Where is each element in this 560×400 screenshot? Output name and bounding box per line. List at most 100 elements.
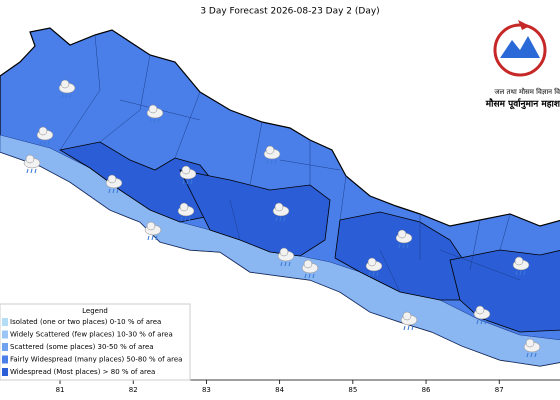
icon-cloud — [107, 174, 117, 184]
agency-division: मौसम पूर्वानुमान महाश — [485, 98, 560, 110]
icon-rain — [515, 270, 518, 276]
icon-rain — [149, 118, 152, 124]
rain-icon — [177, 202, 195, 222]
legend-label: Scattered (some places) 30-50 % of area — [10, 343, 154, 351]
icon-rain — [39, 140, 42, 146]
legend-label: Isolated (one or two places) 0-10 % of a… — [10, 318, 161, 326]
icon-rain — [283, 216, 286, 222]
icon-cloud — [525, 338, 535, 348]
legend-swatch — [2, 343, 8, 351]
rain-icon — [146, 104, 164, 124]
logo-mountain — [500, 36, 540, 58]
icon-rain — [153, 118, 156, 124]
icon-rain — [312, 273, 315, 279]
icon-cloud — [265, 145, 275, 155]
icon-rain — [519, 270, 522, 276]
agency-logo: जल तथा मौसम विज्ञान वि मौसम पूर्वानुमान … — [485, 20, 560, 110]
rain-icon — [58, 79, 76, 99]
rain-icon — [23, 154, 41, 174]
rain-icon — [105, 174, 123, 194]
icon-cloud — [181, 165, 191, 175]
icon-rain — [47, 140, 50, 146]
icon-cloud — [303, 259, 313, 269]
map-title: 3 Day Forecast 2026-08-23 Day 2 (Day) — [200, 7, 379, 17]
icon-rain — [69, 93, 72, 99]
icon-rain — [288, 261, 291, 267]
x-tick-label: 87 — [495, 386, 504, 394]
icon-rain — [406, 243, 409, 249]
icon-rain — [43, 140, 46, 146]
southern-region — [0, 134, 560, 367]
legend-label: Widely Scattered (few places) 10-30 % of… — [10, 331, 173, 339]
icon-rain — [275, 216, 278, 222]
icon-rain — [65, 93, 68, 99]
legend: Legend Isolated (one or two places) 0-10… — [0, 303, 191, 381]
icon-rain — [147, 235, 150, 241]
icon-rain — [411, 325, 414, 331]
icon-rain — [112, 188, 115, 194]
icon-rain — [284, 261, 287, 267]
icon-rain — [534, 352, 537, 358]
icon-rain — [523, 270, 526, 276]
x-tick-label: 83 — [202, 386, 211, 394]
icon-rain — [476, 319, 479, 325]
icon-rain — [108, 188, 111, 194]
rain-icon — [395, 229, 413, 249]
legend-swatch — [2, 330, 8, 339]
icon-rain — [157, 118, 160, 124]
icon-rain — [266, 159, 269, 165]
x-tick-label: 85 — [348, 386, 357, 394]
icon-rain — [151, 235, 154, 241]
icon-rain — [26, 168, 29, 174]
icon-cloud — [38, 126, 48, 136]
icon-rain — [270, 159, 273, 165]
icon-cloud — [367, 257, 377, 267]
icon-cloud — [60, 79, 70, 89]
legend-label: Widespread (Most places) > 80 % of area — [10, 368, 155, 376]
icon-rain — [188, 216, 191, 222]
icon-rain — [34, 168, 37, 174]
icon-rain — [402, 243, 405, 249]
icon-rain — [530, 352, 533, 358]
icon-rain — [180, 216, 183, 222]
icon-rain — [304, 273, 307, 279]
icon-cloud — [25, 154, 35, 164]
icon-rain — [480, 319, 483, 325]
icon-rain — [280, 261, 283, 267]
legend-title: Legend — [82, 307, 108, 315]
icon-cloud — [179, 202, 189, 212]
icon-rain — [155, 235, 158, 241]
icon-rain — [61, 93, 64, 99]
icon-rain — [403, 325, 406, 331]
x-tick-label: 84 — [275, 386, 284, 394]
icon-rain — [484, 319, 487, 325]
icon-rain — [279, 216, 282, 222]
agency-name: जल तथा मौसम विज्ञान वि — [494, 87, 560, 96]
icon-rain — [526, 352, 529, 358]
icon-rain — [407, 325, 410, 331]
icon-rain — [368, 271, 371, 277]
rain-icon — [277, 247, 295, 267]
icon-cloud — [397, 229, 407, 239]
icon-rain — [372, 271, 375, 277]
region-dark — [179, 169, 331, 257]
icon-rain — [30, 168, 33, 174]
rain-icon — [400, 311, 418, 331]
legend-label: Fairly Widespread (many places) 50-80 % … — [10, 356, 182, 364]
icon-cloud — [514, 256, 524, 266]
x-tick-label: 81 — [56, 386, 65, 394]
icon-cloud — [274, 202, 284, 212]
rain-icon — [473, 305, 491, 325]
district-lines — [59, 34, 521, 293]
icon-cloud — [279, 247, 289, 257]
rain-icon — [272, 202, 290, 222]
x-tick-label: 82 — [129, 386, 138, 394]
logo-flag — [518, 20, 530, 30]
rain-icon — [301, 259, 319, 279]
icon-rain — [308, 273, 311, 279]
legend-box — [0, 303, 191, 381]
rain-icon — [179, 165, 197, 185]
weather-icons — [23, 79, 541, 358]
icon-rain — [376, 271, 379, 277]
